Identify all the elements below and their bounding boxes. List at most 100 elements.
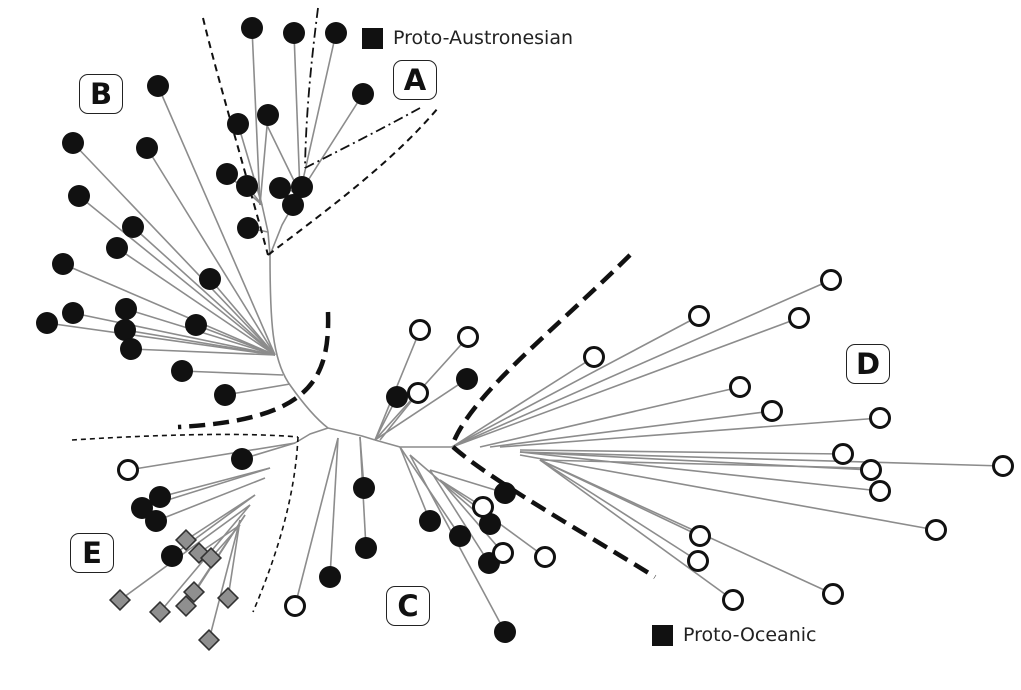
clade-b-node (147, 75, 169, 97)
proto-austronesian-square (362, 27, 383, 49)
clade-a-node (236, 175, 258, 197)
branch (479, 386, 741, 448)
clade-label-b: B (79, 74, 123, 114)
clade-a-node (257, 104, 279, 126)
branch (374, 329, 421, 441)
clade-a-node (269, 177, 291, 199)
clade-c-node (456, 368, 478, 390)
branch (155, 477, 266, 522)
clade-boundaries (71, 7, 657, 613)
clade-a-node (283, 22, 305, 44)
clade-d-node (729, 376, 751, 398)
clade-b-node (136, 137, 158, 159)
clade-b-node (199, 268, 221, 290)
clade-e-node (161, 545, 183, 567)
branch (374, 378, 468, 441)
branch (116, 247, 276, 356)
proto-austronesian-label: Proto-Austronesian (362, 27, 573, 49)
clade-d-node (687, 550, 709, 572)
clade-b-node (185, 314, 207, 336)
proto-oceanic-label: Proto-Oceanic (652, 624, 816, 646)
branch (293, 32, 301, 194)
branch (157, 85, 276, 356)
branch (429, 469, 490, 564)
branch (72, 312, 276, 356)
clade-e-node (145, 510, 167, 532)
tree-nodes (36, 17, 1014, 652)
clade-d-node (832, 443, 854, 465)
clade-e-node (231, 448, 253, 470)
branch (539, 459, 734, 601)
clade-b-node (62, 302, 84, 324)
clade-c-node (494, 482, 516, 504)
branch (451, 356, 595, 448)
branch (72, 142, 276, 356)
branch (429, 469, 506, 494)
clade-a-node (241, 17, 263, 39)
branch (451, 279, 832, 448)
branch (519, 454, 937, 531)
clade-d-node (869, 407, 891, 429)
branch (451, 317, 800, 448)
branch (185, 494, 256, 541)
boundary-a-b-left (202, 17, 269, 256)
clade-d-node (820, 269, 842, 291)
clade-e-diamond-node (199, 546, 223, 570)
branch (62, 263, 276, 356)
backbone-branch (269, 254, 329, 429)
clade-d-node (822, 583, 844, 605)
clade-c-open-node (409, 319, 431, 341)
clade-label-c: C (386, 586, 430, 626)
clade-b-node (115, 298, 137, 320)
clade-d-node (788, 307, 810, 329)
clade-e-diamond-node (174, 528, 198, 552)
clade-c-node (449, 525, 471, 547)
clade-b-node (36, 312, 58, 334)
clade-c-node (355, 537, 377, 559)
branch (329, 437, 339, 578)
branch (195, 324, 276, 356)
branch (78, 195, 276, 356)
clade-c-open-node (407, 382, 429, 404)
boundary-a-inner-right (304, 107, 421, 169)
proto-oceanic-square (652, 624, 673, 646)
clade-e-diamond-node (216, 586, 240, 610)
proto-austronesian-text: Proto-Austronesian (393, 27, 574, 49)
boundary-c-d (449, 253, 657, 579)
clade-b-node (171, 360, 193, 382)
clade-d-node (860, 459, 882, 481)
clade-a-node (325, 22, 347, 44)
branch (132, 226, 276, 356)
branch (124, 329, 276, 356)
branch (489, 410, 773, 448)
backbone-branch (294, 427, 329, 444)
clade-e-open-node (117, 459, 139, 481)
branch (146, 147, 276, 356)
branch (251, 27, 261, 206)
branch (299, 93, 364, 194)
clade-d-node (761, 400, 783, 422)
clade-d-node (689, 525, 711, 547)
clade-b-node (122, 216, 144, 238)
branch (259, 114, 269, 206)
proto-oceanic-text: Proto-Oceanic (683, 624, 817, 646)
clade-a-node (237, 217, 259, 239)
clade-c-node (353, 477, 375, 499)
clade-e-node (131, 497, 153, 519)
clade-label-e: E (70, 533, 114, 573)
clade-b-node (52, 253, 74, 275)
branch (499, 417, 881, 448)
boundary-a-inner (304, 7, 319, 169)
clade-d-node (925, 519, 947, 541)
branch (539, 459, 865, 469)
clade-d-node (583, 346, 605, 368)
clade-e-diamond-node (108, 588, 132, 612)
clade-label-a: A (393, 60, 437, 100)
clade-c-node (386, 386, 408, 408)
clade-c-open-node (534, 546, 556, 568)
backbone-branch (374, 439, 452, 448)
branch (519, 449, 844, 455)
branch (399, 446, 431, 522)
clade-c-node (319, 566, 341, 588)
clade-a-node (291, 176, 313, 198)
